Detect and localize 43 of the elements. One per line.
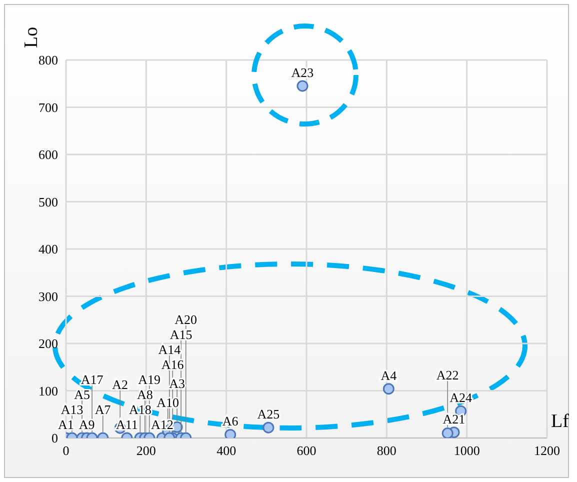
annotation: A12 — [151, 417, 174, 432]
annotation: A20 — [174, 312, 198, 327]
annotation: A9 — [78, 417, 95, 432]
x-tick-label: 800 — [376, 443, 396, 458]
y-tick-label: 400 — [38, 242, 58, 257]
x-tick-label: 600 — [296, 443, 316, 458]
y-tick-label: 200 — [38, 336, 58, 352]
annotation: A2 — [112, 377, 128, 392]
y-tick-label: 700 — [38, 100, 58, 115]
annotation: A6 — [222, 414, 239, 429]
annotation: A16 — [161, 357, 184, 372]
y-tick-label: 500 — [38, 194, 58, 210]
y-tick-label: 300 — [38, 288, 58, 304]
annotation: A19 — [138, 372, 161, 387]
annotation: A4 — [380, 368, 398, 383]
x-tick-label: 0 — [62, 443, 70, 458]
annotation: A14 — [158, 342, 182, 357]
point — [224, 428, 236, 438]
point — [296, 80, 308, 92]
x-tick-label: 1000 — [454, 443, 480, 458]
y-axis-title: Lo — [21, 26, 42, 48]
annotation: A8 — [137, 387, 153, 402]
annotation: A15 — [170, 327, 192, 342]
x-tick-label: 400 — [216, 443, 236, 458]
x-axis-title: Lf — [551, 411, 569, 433]
annotation: A17 — [80, 372, 104, 387]
annotation: A23 — [291, 64, 314, 80]
x-tick-label: 1200 — [534, 443, 560, 458]
annotation: A1 — [58, 417, 74, 432]
y-tick-label: 100 — [38, 383, 58, 398]
annotation: A21 — [442, 411, 466, 426]
annotation: A11 — [116, 417, 138, 432]
x-tick-label: 200 — [136, 443, 156, 458]
annotation: A3 — [169, 376, 185, 392]
y-tick-label: 0 — [52, 430, 58, 446]
annotation: A25 — [257, 406, 280, 422]
annotation: A10 — [156, 394, 180, 410]
annotation: A22 — [436, 367, 459, 382]
y-tick-label: 800 — [38, 52, 58, 68]
annotation: A13 — [60, 402, 84, 417]
y-tick-label: 600 — [38, 147, 58, 162]
annotation: A7 — [94, 402, 112, 417]
annotation: A5 — [74, 387, 90, 402]
